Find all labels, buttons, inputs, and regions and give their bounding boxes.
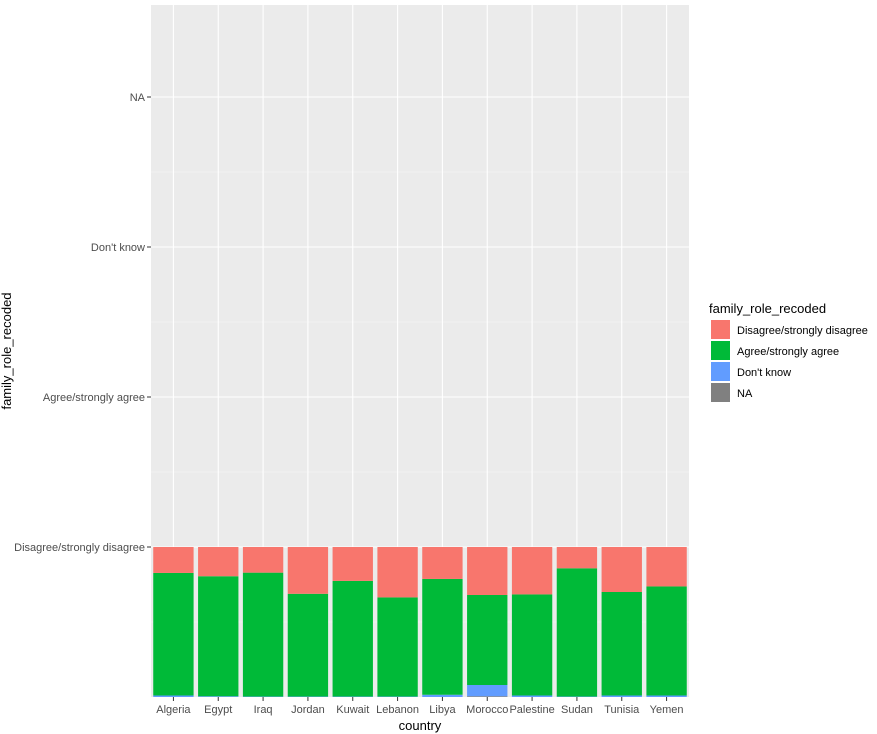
legend-label: Agree/strongly agree [737,346,839,358]
bar-segment [601,695,642,697]
x-tick-label: Libya [429,704,456,716]
legend: family_role_recoded Disagree/strongly di… [709,301,868,402]
bar-segment [377,597,418,697]
legend-key [711,383,730,402]
plot-panel [151,5,689,697]
x-tick-label: Tunisia [604,704,640,716]
bar-segment [646,695,687,697]
x-tick-label: Lebanon [376,704,419,716]
bar-segment [198,696,239,697]
bar-segment [153,572,194,696]
bar-segment [601,547,642,592]
bar-segment [646,586,687,696]
bar-segment [198,576,239,697]
x-tick-label: Yemen [650,704,684,716]
x-tick-label: Sudan [561,704,593,716]
x-tick-label: Iraq [254,704,273,716]
bar-segment [242,572,284,697]
y-tick-label: NA [130,92,146,104]
bar-segment [556,547,598,569]
x-tick-label: Algeria [156,704,191,716]
bar-segment [153,547,194,573]
bar-segment [153,695,194,697]
bar-segment [332,580,373,697]
legend-label: Disagree/strongly disagree [737,325,868,337]
bar-segment [198,547,239,577]
bar-segment [511,594,553,696]
x-tick-label: Kuwait [336,704,369,716]
bar-segment [511,547,553,595]
bar-segment [601,592,642,696]
bar-segment [287,547,329,594]
bar-segment [377,547,418,598]
bars [153,547,687,697]
bar-segment [467,595,508,685]
y-axis: Disagree/strongly disagree Agree/strongly… [14,92,151,554]
bar-segment [467,547,508,595]
bar-segment [467,685,508,697]
legend-label: NA [737,388,753,400]
x-tick-label: Morocco [466,704,508,716]
legend-title: family_role_recoded [709,301,826,316]
bar-segment [422,694,463,697]
y-tick-label: Disagree/strongly disagree [14,542,145,554]
bar-segment [556,568,598,697]
legend-key [711,341,730,360]
x-axis: Algeria Egypt Iraq Jordan Kuwait Lebanon Libya… [156,697,684,716]
bar-segment [467,696,508,697]
y-tick-label: Agree/strongly agree [43,392,145,404]
x-tick-label: Palestine [509,704,554,716]
y-tick-label: Don't know [91,242,145,254]
x-tick-label: Jordan [291,704,325,716]
y-axis-title: family_role_recoded [0,292,14,409]
bar-segment [422,547,463,579]
legend-key [711,362,730,381]
bar-segment [287,593,329,697]
bar-segment [511,695,553,697]
bar-segment [242,547,284,573]
x-axis-title: country [399,718,442,733]
bar-segment [422,578,463,695]
bar-segment [646,547,687,587]
x-tick-label: Egypt [204,704,232,716]
legend-key [711,320,730,339]
bar-segment [332,547,373,581]
legend-label: Don't know [737,367,791,379]
